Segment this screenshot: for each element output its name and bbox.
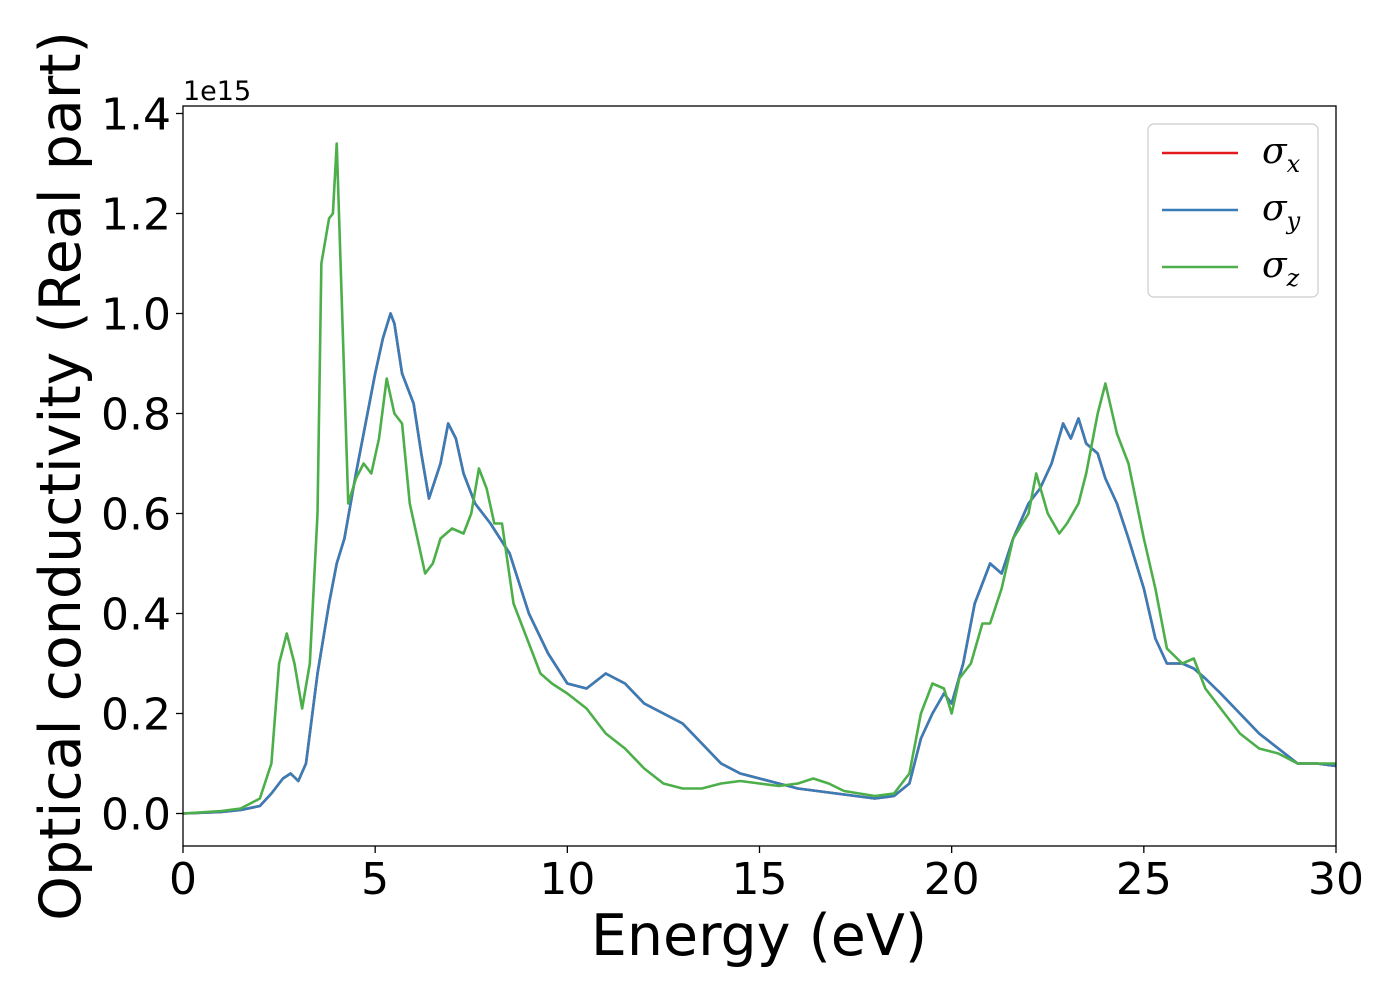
x-tick-label: 0 bbox=[169, 854, 197, 905]
y-tick-label: 1.0 bbox=[101, 290, 171, 341]
y-tick-label: 0.2 bbox=[101, 690, 171, 741]
x-tick-label: 5 bbox=[361, 854, 389, 905]
legend-label-z: σz bbox=[1262, 245, 1300, 292]
x-tick-label: 10 bbox=[539, 854, 595, 905]
legend-label-x: σx bbox=[1262, 131, 1301, 178]
series-line-z bbox=[182, 142, 1336, 815]
legend: σx σy σz bbox=[1147, 123, 1319, 298]
x-tick-label: 25 bbox=[1116, 854, 1172, 905]
y-tick-label: 0.6 bbox=[101, 490, 171, 541]
series-line-x bbox=[182, 312, 1337, 815]
x-tick-label: 20 bbox=[924, 854, 980, 905]
y-tick-label: 0.4 bbox=[101, 590, 171, 641]
y-axis-ticks: 0.0 0.2 0.4 0.6 0.8 1.0 1.2 1.4 bbox=[101, 90, 183, 841]
x-tick-label: 30 bbox=[1308, 854, 1364, 905]
series-line-y bbox=[182, 312, 1337, 815]
y-tick-label: 1.4 bbox=[101, 90, 171, 141]
x-axis-label: Energy (eV) bbox=[591, 903, 927, 969]
y-tick-label: 0.0 bbox=[101, 790, 171, 841]
x-axis-ticks: 0 5 10 15 20 25 30 bbox=[169, 846, 1364, 905]
series-lines bbox=[182, 142, 1337, 815]
y-tick-label: 1.2 bbox=[101, 190, 171, 241]
y-axis-label: Optical conductivity (Real part) bbox=[28, 31, 94, 921]
y-offset-label: 1e15 bbox=[183, 76, 251, 107]
legend-label-y: σy bbox=[1262, 188, 1301, 235]
x-tick-label: 15 bbox=[732, 854, 788, 905]
y-tick-label: 0.8 bbox=[101, 390, 171, 441]
